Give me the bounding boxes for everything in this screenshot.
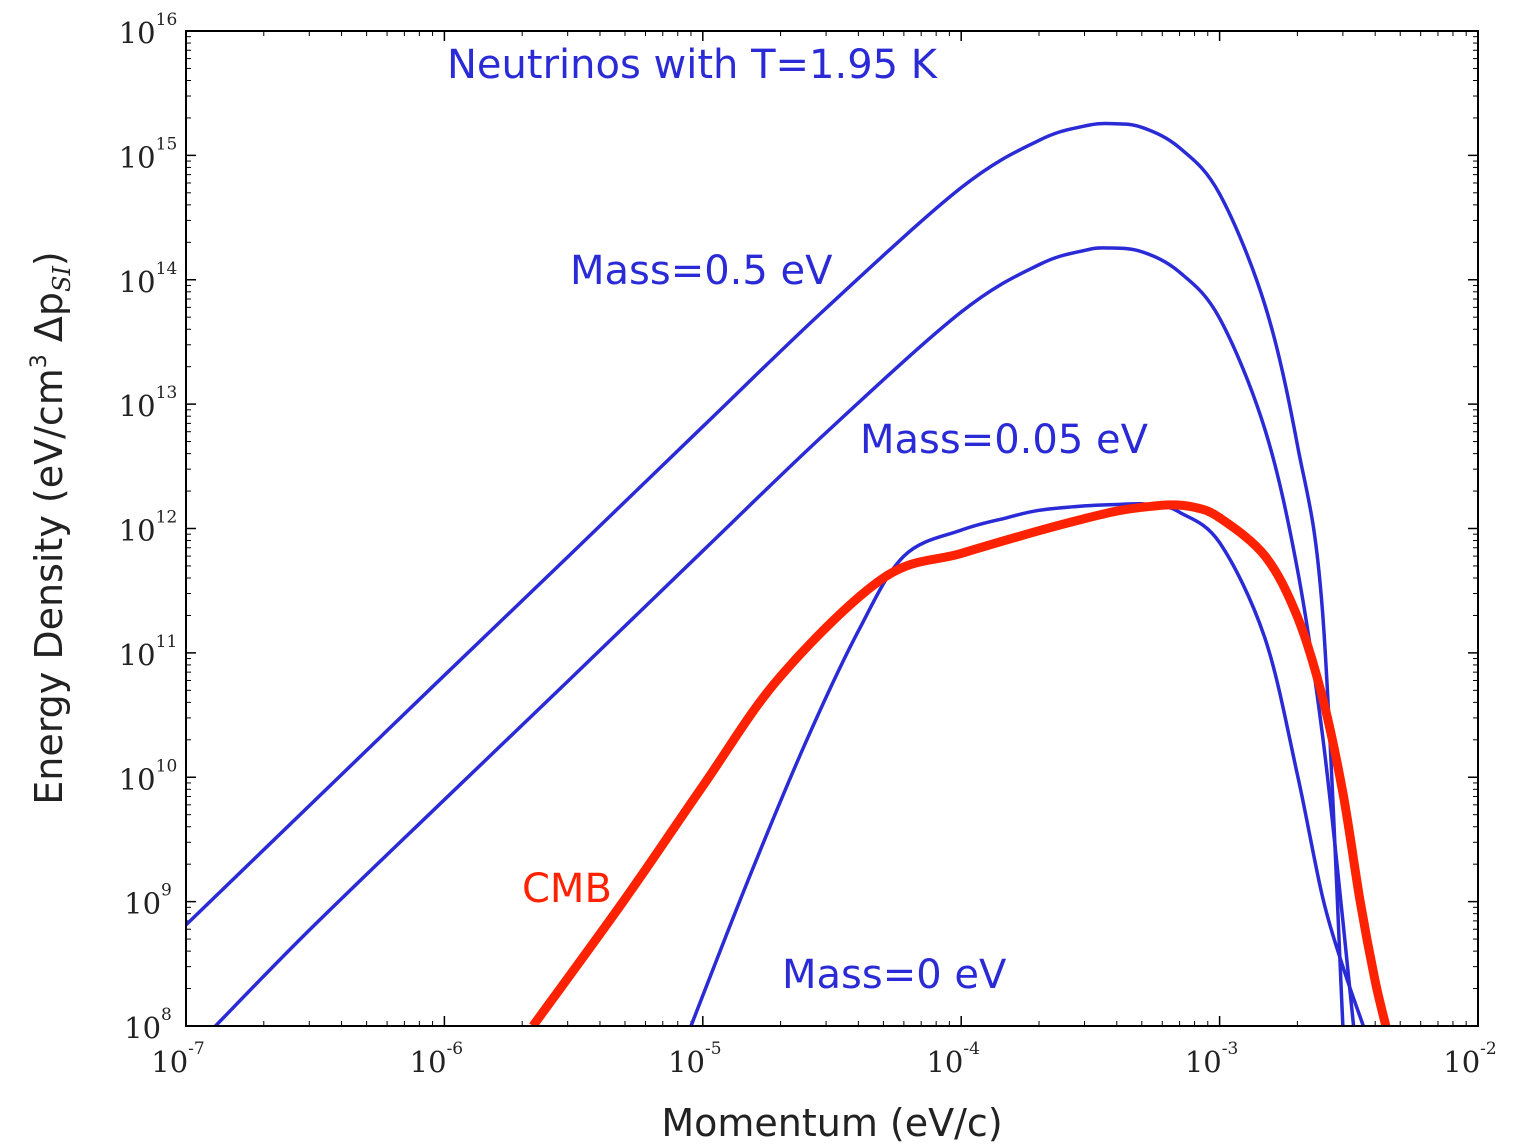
series-layer <box>186 121 1391 1026</box>
y-axis-label: Energy Density (eV/cm3 ΔpSI) <box>27 251 76 805</box>
annotation-mass-0.05: Mass=0.05 eV <box>860 417 1149 463</box>
y-tick-label: 1013 <box>119 383 178 423</box>
x-tick-label: 10-5 <box>668 1039 721 1079</box>
y-tick-label: 108 <box>124 1005 172 1045</box>
y-axis-label-end: ) <box>27 251 71 266</box>
y-tick-label: 1012 <box>119 508 178 548</box>
series-line-mass-0-05-ev <box>214 246 1356 1026</box>
series-line-mass-0-5-ev <box>186 121 1345 1026</box>
y-tick-label: 1010 <box>119 756 178 796</box>
y-axis-label-sub: SI <box>48 266 76 292</box>
annotation-neutrinos-temperature: Neutrinos with T=1.95 K <box>447 42 939 88</box>
y-tick-label: 1015 <box>119 134 178 174</box>
y-tick-labels: 108 109 1010 1011 1012 1013 1014 1015 1016 <box>119 10 178 1045</box>
annotation-mass-0.5: Mass=0.5 eV <box>570 248 833 294</box>
x-tick-label: 10-4 <box>926 1039 979 1079</box>
series-line-cmb <box>529 500 1391 1026</box>
y-axis-label-main: Energy Density (eV/cm <box>27 368 71 805</box>
y-axis-label-delta: Δp <box>27 292 71 354</box>
x-tick-label: 10-7 <box>151 1039 204 1079</box>
x-tick-labels: 10-7 10-6 10-5 10-4 10-3 10-2 <box>151 1039 1496 1079</box>
series-line-mass-0-ev <box>689 501 1366 1026</box>
plot-frame <box>185 30 1479 1027</box>
y-tick-label: 1011 <box>119 632 178 672</box>
x-axis-label: Momentum (eV/c) <box>661 1101 1002 1144</box>
x-tick-label: 10-6 <box>410 1039 463 1079</box>
annotation-mass-0: Mass=0 eV <box>782 952 1007 998</box>
y-axis-label-sup: 3 <box>27 354 52 368</box>
y-tick-label: 109 <box>124 881 172 921</box>
y-tick-label: 1014 <box>119 259 178 299</box>
x-tick-label: 10-2 <box>1443 1039 1496 1079</box>
annotation-cmb: CMB <box>522 866 612 912</box>
x-tick-label: 10-3 <box>1185 1039 1238 1079</box>
y-tick-label: 1016 <box>119 10 178 50</box>
